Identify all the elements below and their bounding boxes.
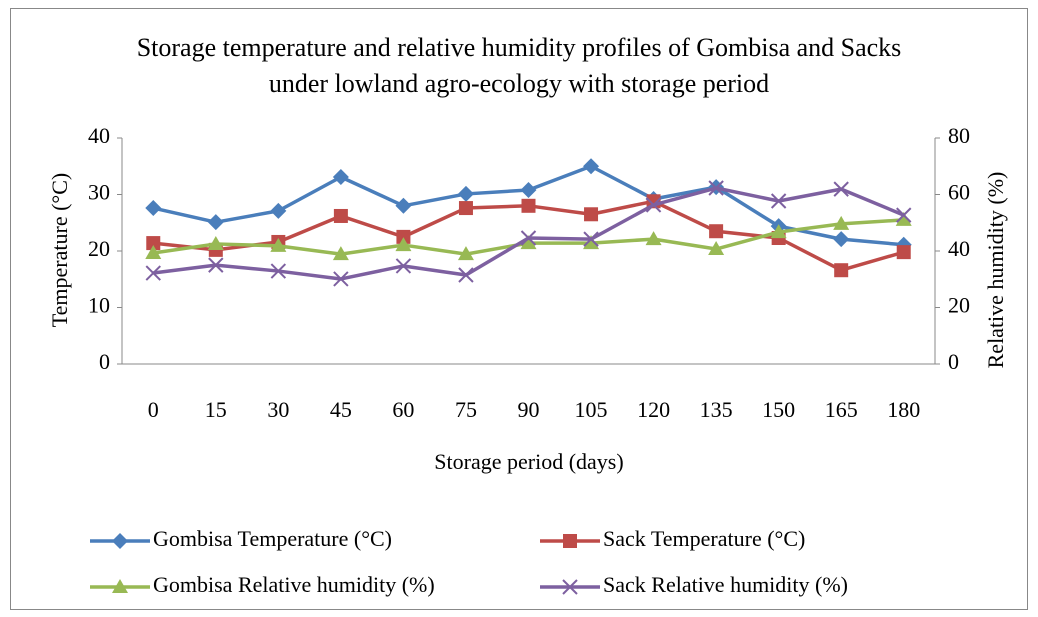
chart-title: Storage temperature and relative humidit… xyxy=(136,33,902,98)
data-point xyxy=(833,231,850,248)
y-tick-label: 40 xyxy=(88,123,110,148)
data-point xyxy=(270,237,287,252)
y-tick-label: 30 xyxy=(88,180,110,205)
x-tick-label: 30 xyxy=(267,397,289,422)
data-point xyxy=(332,168,349,185)
data-point xyxy=(208,257,224,273)
y2-tick-label: 60 xyxy=(948,180,970,205)
legend-marker xyxy=(562,579,578,595)
x-tick-label: 90 xyxy=(518,397,540,422)
data-point xyxy=(770,193,787,209)
data-point xyxy=(583,231,599,247)
data-point xyxy=(457,185,474,202)
data-point xyxy=(270,263,287,279)
legend-marker xyxy=(563,534,577,548)
data-point xyxy=(395,258,412,274)
y-axis-label: Temperature (°C) xyxy=(47,173,72,327)
data-point xyxy=(333,271,349,287)
chart-frame xyxy=(10,8,1028,610)
data-point xyxy=(458,267,474,283)
data-point xyxy=(521,198,536,213)
data-point xyxy=(645,231,662,246)
y2-tick-label: 0 xyxy=(948,349,959,374)
x-tick-label: 180 xyxy=(887,397,920,422)
legend-marker xyxy=(112,533,128,549)
data-point xyxy=(207,235,224,250)
legend-label: Sack Temperature (°C) xyxy=(603,526,805,551)
data-point xyxy=(145,244,162,259)
x-tick-label: 105 xyxy=(575,397,608,422)
data-point xyxy=(833,181,849,197)
y2-tick-label: 80 xyxy=(948,123,970,148)
y2-tick-label: 40 xyxy=(948,236,970,261)
data-point xyxy=(207,214,224,231)
x-tick-label: 120 xyxy=(637,397,670,422)
data-point xyxy=(834,263,849,278)
data-point xyxy=(332,246,349,261)
data-point xyxy=(896,207,912,223)
legend-label: Sack Relative humidity (%) xyxy=(603,572,848,597)
data-point xyxy=(146,236,161,251)
data-point xyxy=(395,237,412,252)
legend-label: Gombisa Relative humidity (%) xyxy=(153,572,435,597)
data-point xyxy=(583,158,600,175)
x-tick-label: 150 xyxy=(762,397,795,422)
x-tick-label: 75 xyxy=(455,397,477,422)
data-point xyxy=(333,208,348,223)
x-tick-label: 165 xyxy=(825,397,858,422)
legend-marker xyxy=(112,579,128,593)
data-point xyxy=(145,200,162,217)
data-point xyxy=(583,235,600,250)
data-point xyxy=(896,245,911,260)
data-point xyxy=(770,224,787,239)
x-tick-label: 45 xyxy=(330,397,352,422)
data-point xyxy=(708,180,724,196)
y-tick-label: 20 xyxy=(88,236,110,261)
x-tick-label: 0 xyxy=(148,397,159,422)
data-point xyxy=(520,181,537,198)
data-point xyxy=(396,229,411,244)
legend-label: Gombisa Temperature (°C) xyxy=(153,526,392,551)
data-point xyxy=(145,265,161,281)
data-point xyxy=(520,230,537,246)
y-tick-label: 10 xyxy=(88,293,110,318)
x-tick-label: 60 xyxy=(392,397,414,422)
data-point xyxy=(270,202,287,219)
data-point xyxy=(584,207,599,222)
x-tick-label: 135 xyxy=(700,397,733,422)
data-point xyxy=(395,197,412,214)
data-point xyxy=(458,201,473,216)
data-point xyxy=(520,235,537,250)
data-point xyxy=(457,246,474,261)
data-point xyxy=(895,211,912,226)
data-point xyxy=(709,224,724,239)
x-axis-label: Storage period (days) xyxy=(434,449,623,474)
data-point xyxy=(833,215,850,230)
y2-axis-label: Relative humidity (%) xyxy=(983,172,1008,369)
x-tick-label: 15 xyxy=(205,397,227,422)
y2-tick-label: 20 xyxy=(948,293,970,318)
y-tick-label: 0 xyxy=(99,349,110,374)
data-point xyxy=(708,241,725,256)
data-point xyxy=(645,197,662,213)
